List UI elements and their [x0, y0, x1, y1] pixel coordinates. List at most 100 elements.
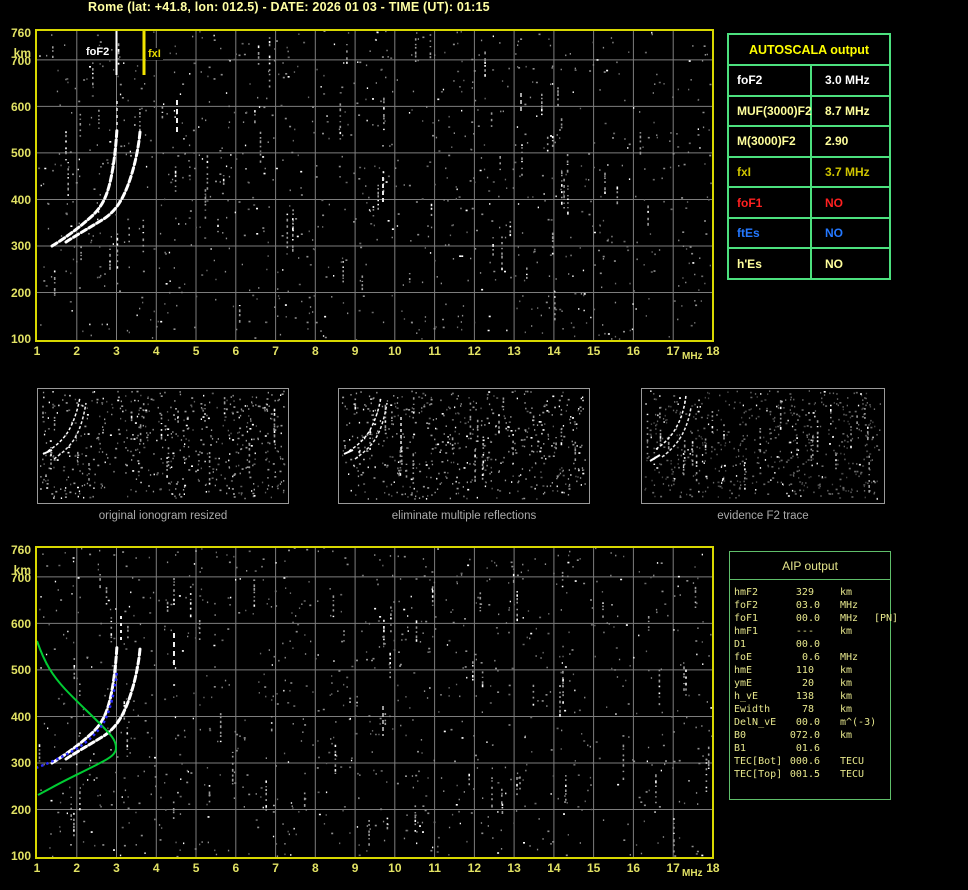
- param-label: fxI: [729, 157, 812, 187]
- table-row: ftEs NO: [729, 218, 889, 250]
- noise-layer: [40, 390, 286, 500]
- param-value: 0.6: [801, 652, 820, 663]
- mini-trace-tail: [343, 449, 354, 455]
- param-value: 329: [795, 587, 820, 598]
- y-axis-unit: km: [13, 562, 31, 577]
- table-row: h'Es NO: [729, 249, 889, 279]
- autoscala-output-table: AUTOSCALA output foF2 3.0 MHz MUF(3000)F…: [727, 33, 891, 280]
- param-value: 3.7 MHz: [825, 165, 870, 180]
- table-row: foE 0.6 MHz: [734, 651, 890, 664]
- o-mode-trace: [50, 126, 119, 248]
- param-note: [874, 638, 890, 651]
- param-value: NO: [825, 226, 843, 241]
- o-mode-trace: [50, 643, 119, 765]
- param-label: foE: [734, 652, 753, 663]
- param-unit: km: [840, 691, 853, 702]
- table-row: hmF1 --- km: [734, 625, 890, 638]
- autoscala-table-header: AUTOSCALA output: [729, 35, 889, 66]
- param-note: [874, 599, 890, 612]
- x-tick-label: 4: [152, 861, 160, 875]
- y-tick-label: 500: [10, 146, 31, 161]
- param-label: h_vE: [734, 691, 759, 702]
- param-label: DelN_vE: [734, 717, 777, 728]
- x-tick-label: 2: [73, 344, 81, 358]
- x-tick-label: 9: [351, 861, 359, 875]
- x-tick-label: 7: [272, 344, 279, 358]
- x-tick-label: 1: [33, 861, 41, 875]
- param-note: [874, 586, 890, 599]
- param-unit: [820, 638, 874, 651]
- x-tick-label: 16: [626, 344, 641, 358]
- thumbnail-plot: [341, 390, 586, 500]
- table-row: foF2 3.0 MHz: [729, 66, 889, 97]
- param-value: 072.0: [789, 730, 820, 741]
- x-tick-label: 13: [507, 861, 521, 875]
- plot-border: [35, 546, 714, 859]
- x-tick-label: 8: [311, 861, 319, 875]
- param-label: hmE: [734, 665, 753, 676]
- param-label: B1: [734, 743, 747, 754]
- y-tick-label: 400: [10, 709, 31, 724]
- param-unit: MHz: [840, 652, 859, 663]
- table-row: foF1 00.0 MHz [PN]: [734, 612, 898, 625]
- x-tick-label: 14: [547, 344, 561, 358]
- param-note: [PN]: [874, 613, 899, 624]
- fof2-marker-label: foF2: [84, 46, 112, 58]
- table-row: hmF2 329 km: [734, 586, 890, 599]
- mini-x-trace: [661, 406, 692, 458]
- param-label: ftEs: [729, 218, 812, 248]
- param-value: 00.0: [795, 717, 820, 728]
- table-row: D1 00.0: [734, 638, 890, 651]
- param-unit: MHz: [840, 600, 859, 611]
- y-tick-label: 700: [10, 570, 31, 585]
- y-tick-label: 600: [10, 616, 31, 631]
- param-label: hmF2: [734, 587, 759, 598]
- aip-ionogram-plot: [35, 546, 714, 859]
- x-tick-label: 18: [706, 344, 720, 358]
- table-row: M(3000)F2 2.90: [729, 127, 889, 158]
- param-note: [874, 755, 890, 768]
- y-tick-label: 760: [10, 542, 31, 557]
- param-unit: km: [840, 665, 853, 676]
- plot-border: [35, 29, 714, 342]
- aip-table-header: AIP output: [730, 552, 890, 580]
- param-unit: TECU: [840, 769, 865, 780]
- thumbnail-evidence-f2: [641, 388, 885, 504]
- param-label: TEC[Bot]: [734, 756, 783, 767]
- param-note: [874, 677, 890, 690]
- electron-density-profile: [36, 640, 118, 796]
- thumbnail-plot: [40, 390, 286, 500]
- grid-layer: [37, 548, 712, 857]
- x-tick-label: 6: [232, 344, 240, 358]
- x-tick-label: 7: [272, 861, 279, 875]
- param-unit: [820, 742, 874, 755]
- noise-layer: [341, 390, 586, 500]
- mini-x-trace: [354, 402, 388, 460]
- thumbnail-eliminate-reflections: [338, 388, 590, 504]
- param-note: [874, 703, 890, 716]
- param-unit: km: [840, 678, 853, 689]
- mini-x-trace: [53, 402, 87, 460]
- param-value: 03.0: [795, 600, 820, 611]
- param-unit: TECU: [840, 756, 865, 767]
- param-unit: km: [840, 730, 853, 741]
- noise-layer: [38, 547, 713, 858]
- x-tick-label: 17: [666, 344, 680, 358]
- thumbnail-plot: [644, 390, 881, 500]
- x-tick-label: 5: [192, 861, 200, 875]
- mini-o-trace: [655, 394, 687, 450]
- y-tick-label: 760: [10, 25, 31, 40]
- fxi-marker-label: fxI: [146, 48, 163, 60]
- param-value: 00.0: [795, 639, 820, 650]
- x-axis-unit: MHz: [682, 868, 703, 879]
- x-tick-label: 17: [666, 861, 680, 875]
- x-tick-label: 10: [388, 861, 402, 875]
- table-row: ymE 20 km: [734, 677, 890, 690]
- param-value: 138: [795, 691, 820, 702]
- x-tick-label: 12: [467, 344, 482, 358]
- param-value: 8.7 MHz: [825, 103, 870, 118]
- table-row: MUF(3000)F2 8.7 MHz: [729, 96, 889, 128]
- x-tick-label: 14: [547, 861, 561, 875]
- x-tick-label: 12: [467, 861, 482, 875]
- param-value: 3.0 MHz: [825, 73, 870, 88]
